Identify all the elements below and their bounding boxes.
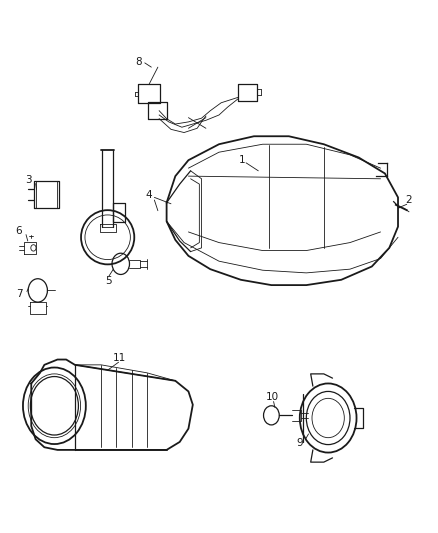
Text: 9: 9 xyxy=(297,438,303,448)
Text: 1: 1 xyxy=(238,155,245,165)
Text: 3: 3 xyxy=(25,175,32,185)
Text: 7: 7 xyxy=(17,289,23,299)
Text: 5: 5 xyxy=(105,277,111,286)
Text: 8: 8 xyxy=(135,57,141,67)
Text: 4: 4 xyxy=(146,190,152,200)
Text: 6: 6 xyxy=(16,226,22,236)
Text: 2: 2 xyxy=(406,195,412,205)
Text: 10: 10 xyxy=(266,392,279,402)
Text: 11: 11 xyxy=(113,353,126,363)
